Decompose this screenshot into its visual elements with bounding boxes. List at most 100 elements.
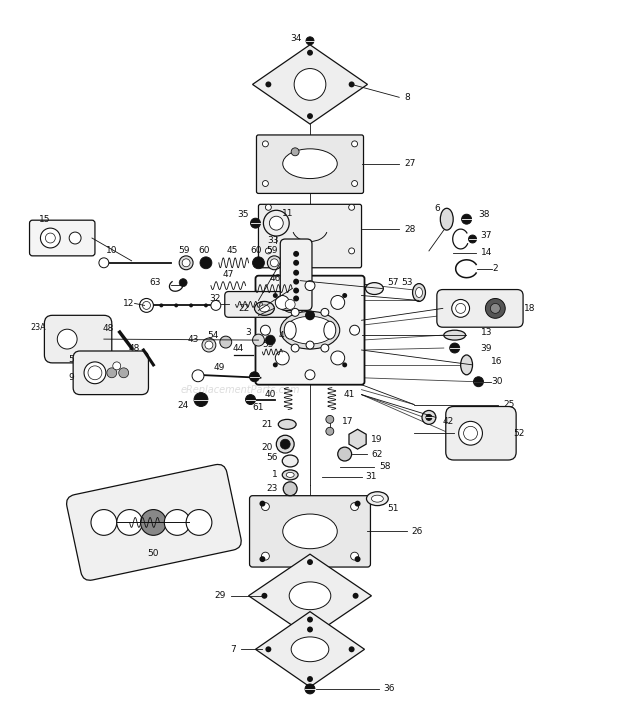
Ellipse shape <box>284 322 296 339</box>
Circle shape <box>469 235 477 243</box>
Circle shape <box>211 300 221 310</box>
Text: 56: 56 <box>266 453 277 461</box>
Ellipse shape <box>371 495 383 502</box>
Circle shape <box>426 414 432 420</box>
Circle shape <box>262 503 269 510</box>
Circle shape <box>305 370 315 380</box>
Circle shape <box>305 281 315 291</box>
Ellipse shape <box>283 514 337 549</box>
Circle shape <box>462 214 472 224</box>
Circle shape <box>259 556 265 562</box>
Circle shape <box>353 592 358 599</box>
Text: 14: 14 <box>480 249 492 258</box>
Circle shape <box>306 341 314 349</box>
FancyBboxPatch shape <box>45 315 112 363</box>
Circle shape <box>464 426 477 440</box>
Text: 26: 26 <box>411 527 422 536</box>
Circle shape <box>321 308 329 317</box>
Ellipse shape <box>412 284 425 301</box>
Circle shape <box>260 325 270 335</box>
FancyBboxPatch shape <box>259 204 361 267</box>
Circle shape <box>291 344 299 352</box>
Text: 53: 53 <box>402 278 413 287</box>
FancyBboxPatch shape <box>249 496 371 567</box>
Text: 40: 40 <box>265 390 277 399</box>
Circle shape <box>107 368 117 378</box>
Circle shape <box>273 362 278 367</box>
Ellipse shape <box>280 312 340 349</box>
FancyBboxPatch shape <box>280 239 312 310</box>
Circle shape <box>326 428 334 435</box>
Text: 60: 60 <box>250 246 262 256</box>
Text: 34: 34 <box>291 34 302 44</box>
Text: 10: 10 <box>106 246 118 256</box>
FancyBboxPatch shape <box>66 465 241 581</box>
Text: 23: 23 <box>266 484 277 494</box>
Text: 48: 48 <box>102 324 114 333</box>
Text: 13: 13 <box>480 328 492 337</box>
Text: 57: 57 <box>388 278 399 287</box>
Ellipse shape <box>286 472 294 477</box>
Text: 16: 16 <box>492 357 503 366</box>
Circle shape <box>422 411 436 424</box>
Circle shape <box>265 81 272 87</box>
FancyBboxPatch shape <box>225 291 302 317</box>
Text: 25: 25 <box>503 400 515 409</box>
Circle shape <box>174 303 178 307</box>
Text: 9: 9 <box>68 373 74 383</box>
Text: 17: 17 <box>342 417 353 426</box>
Text: 30: 30 <box>492 377 503 386</box>
Circle shape <box>352 180 358 187</box>
Text: 42: 42 <box>443 417 454 426</box>
Circle shape <box>291 308 299 317</box>
Circle shape <box>118 368 128 378</box>
Circle shape <box>348 248 355 254</box>
Text: 41: 41 <box>343 390 355 399</box>
Circle shape <box>307 559 313 565</box>
Text: 45: 45 <box>227 246 238 256</box>
Text: 11: 11 <box>282 208 294 218</box>
Text: 6: 6 <box>434 204 440 213</box>
Ellipse shape <box>366 283 383 295</box>
Text: 49: 49 <box>213 364 224 372</box>
Circle shape <box>264 211 289 236</box>
Circle shape <box>246 395 255 404</box>
Ellipse shape <box>324 322 336 339</box>
Circle shape <box>204 303 208 307</box>
Circle shape <box>200 257 212 269</box>
Circle shape <box>205 341 213 349</box>
Circle shape <box>355 556 361 562</box>
Ellipse shape <box>282 470 298 480</box>
Circle shape <box>262 180 268 187</box>
FancyBboxPatch shape <box>255 276 365 385</box>
Polygon shape <box>249 554 371 637</box>
Text: 46: 46 <box>270 274 281 283</box>
Circle shape <box>305 310 315 320</box>
Ellipse shape <box>259 305 269 312</box>
Circle shape <box>249 372 259 382</box>
Ellipse shape <box>444 330 466 340</box>
Text: 59: 59 <box>179 246 190 256</box>
Circle shape <box>113 362 121 370</box>
Circle shape <box>45 233 55 243</box>
Circle shape <box>307 50 313 55</box>
Circle shape <box>283 482 297 496</box>
Circle shape <box>351 503 358 510</box>
Circle shape <box>355 501 361 507</box>
Ellipse shape <box>278 419 296 430</box>
Ellipse shape <box>254 301 274 315</box>
Circle shape <box>293 270 299 276</box>
Circle shape <box>293 260 299 266</box>
Circle shape <box>164 510 190 536</box>
Circle shape <box>307 616 313 623</box>
FancyBboxPatch shape <box>446 406 516 460</box>
Circle shape <box>265 204 272 211</box>
Text: 39: 39 <box>480 343 492 352</box>
Circle shape <box>351 552 358 560</box>
Text: 2: 2 <box>492 264 498 273</box>
Text: 58: 58 <box>379 463 391 472</box>
Text: 31: 31 <box>366 472 377 482</box>
Text: 3: 3 <box>245 328 250 337</box>
Circle shape <box>186 510 212 536</box>
Circle shape <box>474 377 484 387</box>
